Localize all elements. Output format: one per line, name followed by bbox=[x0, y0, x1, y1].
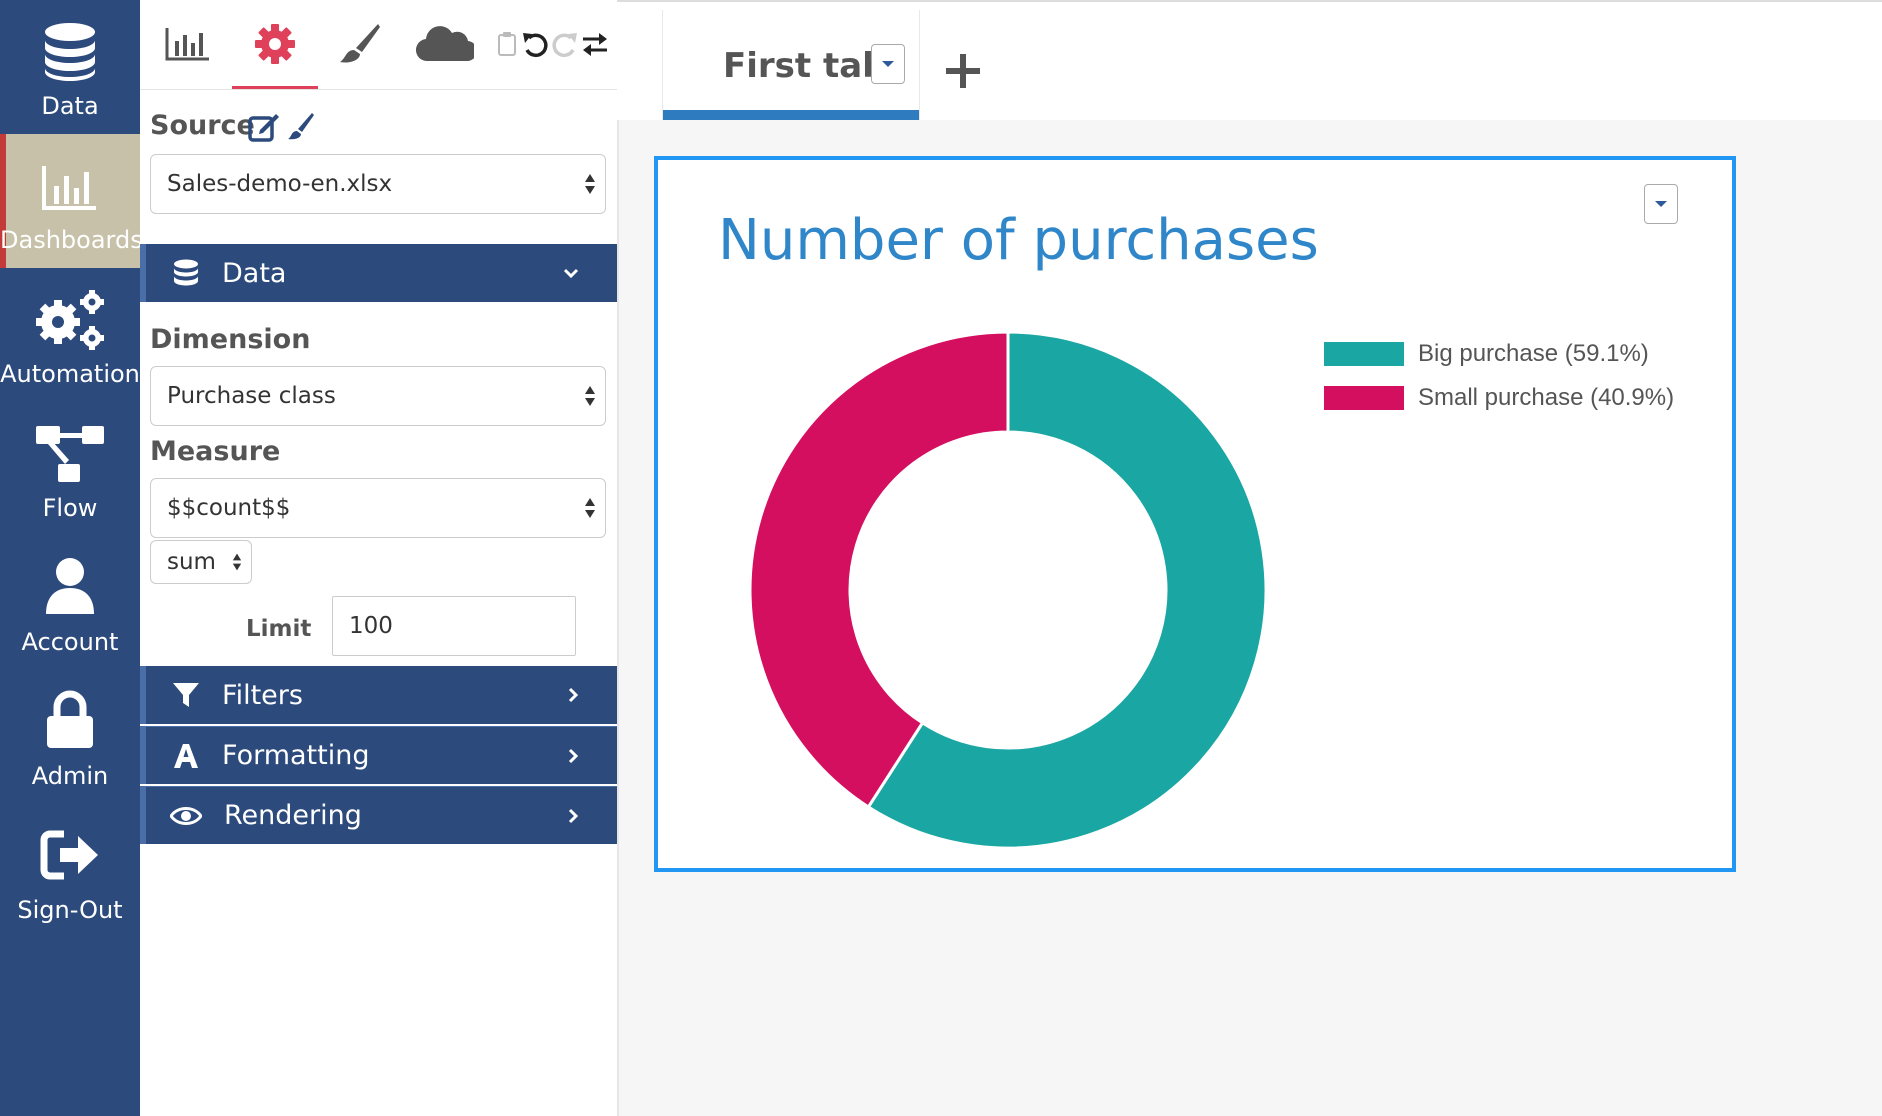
nav-item-automation[interactable]: Automation bbox=[0, 268, 140, 402]
pie-slice-0[interactable] bbox=[866, 330, 1268, 850]
nav-label-dashboards: Dashboards bbox=[0, 226, 143, 254]
cloud-tool-button[interactable] bbox=[414, 14, 476, 74]
lock-icon bbox=[47, 690, 93, 748]
widget-menu-button[interactable] bbox=[1644, 184, 1678, 224]
dimension-select[interactable]: Purchase class bbox=[150, 366, 606, 426]
redo-button[interactable] bbox=[550, 14, 580, 74]
data-section-label: Data bbox=[222, 257, 287, 289]
eye-icon bbox=[170, 806, 202, 825]
nav-item-flow[interactable]: Flow bbox=[0, 402, 140, 536]
nav-label-sign-out: Sign-Out bbox=[17, 896, 123, 924]
config-panel: Source Sales-demo-en.xlsx Data Dimension… bbox=[140, 0, 619, 1116]
user-icon bbox=[46, 558, 94, 614]
caret-down-icon bbox=[882, 61, 894, 67]
flow-icon bbox=[36, 426, 104, 482]
measure-select[interactable]: $$count$$ bbox=[150, 478, 606, 538]
toolbar-divider bbox=[140, 89, 617, 90]
pie-slice-1[interactable] bbox=[748, 330, 1010, 810]
brush-icon[interactable] bbox=[288, 112, 314, 140]
chart-tool-button[interactable] bbox=[160, 14, 216, 74]
sign-out-icon bbox=[40, 830, 98, 880]
nav-label-automation: Automation bbox=[0, 360, 140, 388]
legend-item-1[interactable]: Small purchase (40.9%) bbox=[1324, 384, 1674, 412]
nav-label-data: Data bbox=[41, 92, 99, 120]
limit-label: Limit bbox=[246, 616, 312, 642]
chevron-right-icon bbox=[568, 808, 579, 823]
swap-icon bbox=[583, 33, 607, 56]
nav-item-sign-out[interactable]: Sign-Out bbox=[0, 804, 140, 938]
paste-button[interactable] bbox=[496, 14, 518, 74]
legend-label: Small purchase (40.9%) bbox=[1418, 384, 1675, 411]
nav-item-dashboards[interactable]: Dashboards bbox=[0, 134, 143, 268]
settings-tool-button[interactable] bbox=[244, 14, 306, 74]
undo-button[interactable] bbox=[520, 14, 550, 74]
undo-icon bbox=[523, 33, 548, 58]
nav-label-account: Account bbox=[21, 628, 119, 656]
legend-item-0[interactable]: Big purchase (59.1%) bbox=[1324, 340, 1649, 368]
nav-item-admin[interactable]: Admin bbox=[0, 670, 140, 804]
active-tool-indicator bbox=[232, 86, 318, 89]
brush-icon bbox=[340, 24, 380, 63]
legend-swatch bbox=[1324, 386, 1404, 410]
source-heading: Source bbox=[150, 110, 255, 141]
formatting-section-label: Formatting bbox=[222, 740, 370, 771]
select-arrows-icon bbox=[232, 553, 242, 571]
data-section-header[interactable]: Data bbox=[140, 244, 617, 302]
formatting-section-header[interactable]: Formatting bbox=[140, 726, 617, 784]
chart-title: Number of purchases bbox=[718, 208, 1319, 273]
limit-input[interactable]: 100 bbox=[332, 596, 576, 656]
clipboard-icon bbox=[498, 32, 516, 56]
cloud-icon bbox=[416, 26, 474, 62]
nav-item-account[interactable]: Account bbox=[0, 536, 140, 670]
edit-icon[interactable] bbox=[248, 112, 280, 142]
gears-icon bbox=[36, 290, 104, 350]
chevron-right-icon bbox=[568, 687, 579, 703]
select-arrows-icon bbox=[585, 174, 595, 194]
swap-button[interactable] bbox=[580, 14, 610, 74]
nav-label-admin: Admin bbox=[31, 762, 109, 790]
dimension-heading: Dimension bbox=[150, 324, 311, 355]
database-icon bbox=[174, 259, 198, 286]
source-label: Source bbox=[150, 110, 255, 141]
redo-icon bbox=[552, 33, 577, 58]
nav-item-data[interactable]: Data bbox=[0, 0, 140, 134]
legend-label: Big purchase (59.1%) bbox=[1418, 340, 1649, 367]
rendering-section-header[interactable]: Rendering bbox=[140, 786, 617, 844]
select-arrows-icon bbox=[585, 498, 595, 518]
aggregation-select[interactable]: sum bbox=[150, 540, 252, 584]
select-arrows-icon bbox=[585, 386, 595, 406]
filter-icon bbox=[173, 683, 199, 707]
legend-swatch bbox=[1324, 342, 1404, 366]
rendering-section-label: Rendering bbox=[224, 800, 362, 831]
limit-input-value: 100 bbox=[349, 613, 393, 639]
nav-label-flow: Flow bbox=[42, 494, 98, 522]
aggregation-select-value: sum bbox=[167, 549, 216, 575]
bar-chart-icon bbox=[42, 166, 96, 210]
database-icon bbox=[45, 23, 95, 81]
donut-chart bbox=[748, 330, 1268, 850]
source-select[interactable]: Sales-demo-en.xlsx bbox=[150, 154, 606, 214]
tab-dropdown-button[interactable] bbox=[871, 44, 905, 84]
style-tool-button[interactable] bbox=[332, 14, 388, 74]
filters-section-header[interactable]: Filters bbox=[140, 666, 617, 724]
chart-icon bbox=[165, 28, 209, 61]
dimension-select-value: Purchase class bbox=[167, 383, 336, 409]
source-select-value: Sales-demo-en.xlsx bbox=[167, 171, 393, 197]
chart-widget[interactable]: Number of purchases Big purchase (59.1%)… bbox=[654, 156, 1736, 872]
gear-icon bbox=[255, 24, 295, 64]
tab-first[interactable]: First tab bbox=[662, 10, 920, 120]
chevron-right-icon bbox=[568, 748, 579, 763]
measure-heading: Measure bbox=[150, 436, 281, 467]
active-tab-indicator bbox=[663, 110, 919, 120]
chevron-down-icon bbox=[563, 268, 579, 279]
add-tab-icon[interactable] bbox=[944, 52, 982, 90]
measure-select-value: $$count$$ bbox=[167, 495, 291, 521]
tab-label: First tab bbox=[723, 46, 887, 86]
caret-down-icon bbox=[1655, 201, 1667, 207]
main-nav: Data Dashboards bbox=[0, 0, 143, 1116]
font-icon bbox=[174, 743, 198, 768]
filters-section-label: Filters bbox=[222, 679, 303, 711]
